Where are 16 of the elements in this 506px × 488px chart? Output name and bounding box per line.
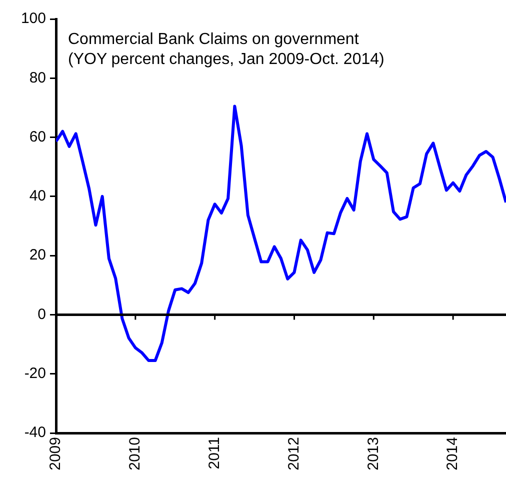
y-tick-label: 40: [29, 188, 46, 205]
y-tick-label: 60: [29, 128, 46, 146]
x-tick-label: 2013: [364, 437, 382, 470]
text: (YOY percent changes, Jan 2009-Oct. 2014): [68, 50, 384, 70]
text: Commercial Bank Claims on government: [68, 30, 360, 50]
y-tick-label: 80: [29, 69, 46, 86]
y-tick-label: -20: [24, 365, 46, 382]
x-tick-label: 2009: [47, 437, 64, 470]
y-tick-label: 100: [20, 10, 46, 28]
x-tick-label: 2010: [126, 437, 144, 470]
y-tick-label: 20: [29, 246, 46, 264]
x-tick-label: 2014: [444, 437, 462, 470]
x-tick-label: 2012: [285, 437, 302, 470]
y-tick-label: 0: [38, 306, 46, 323]
y-tick-label: -40: [24, 424, 46, 442]
x-tick-label: 2011: [206, 437, 223, 470]
